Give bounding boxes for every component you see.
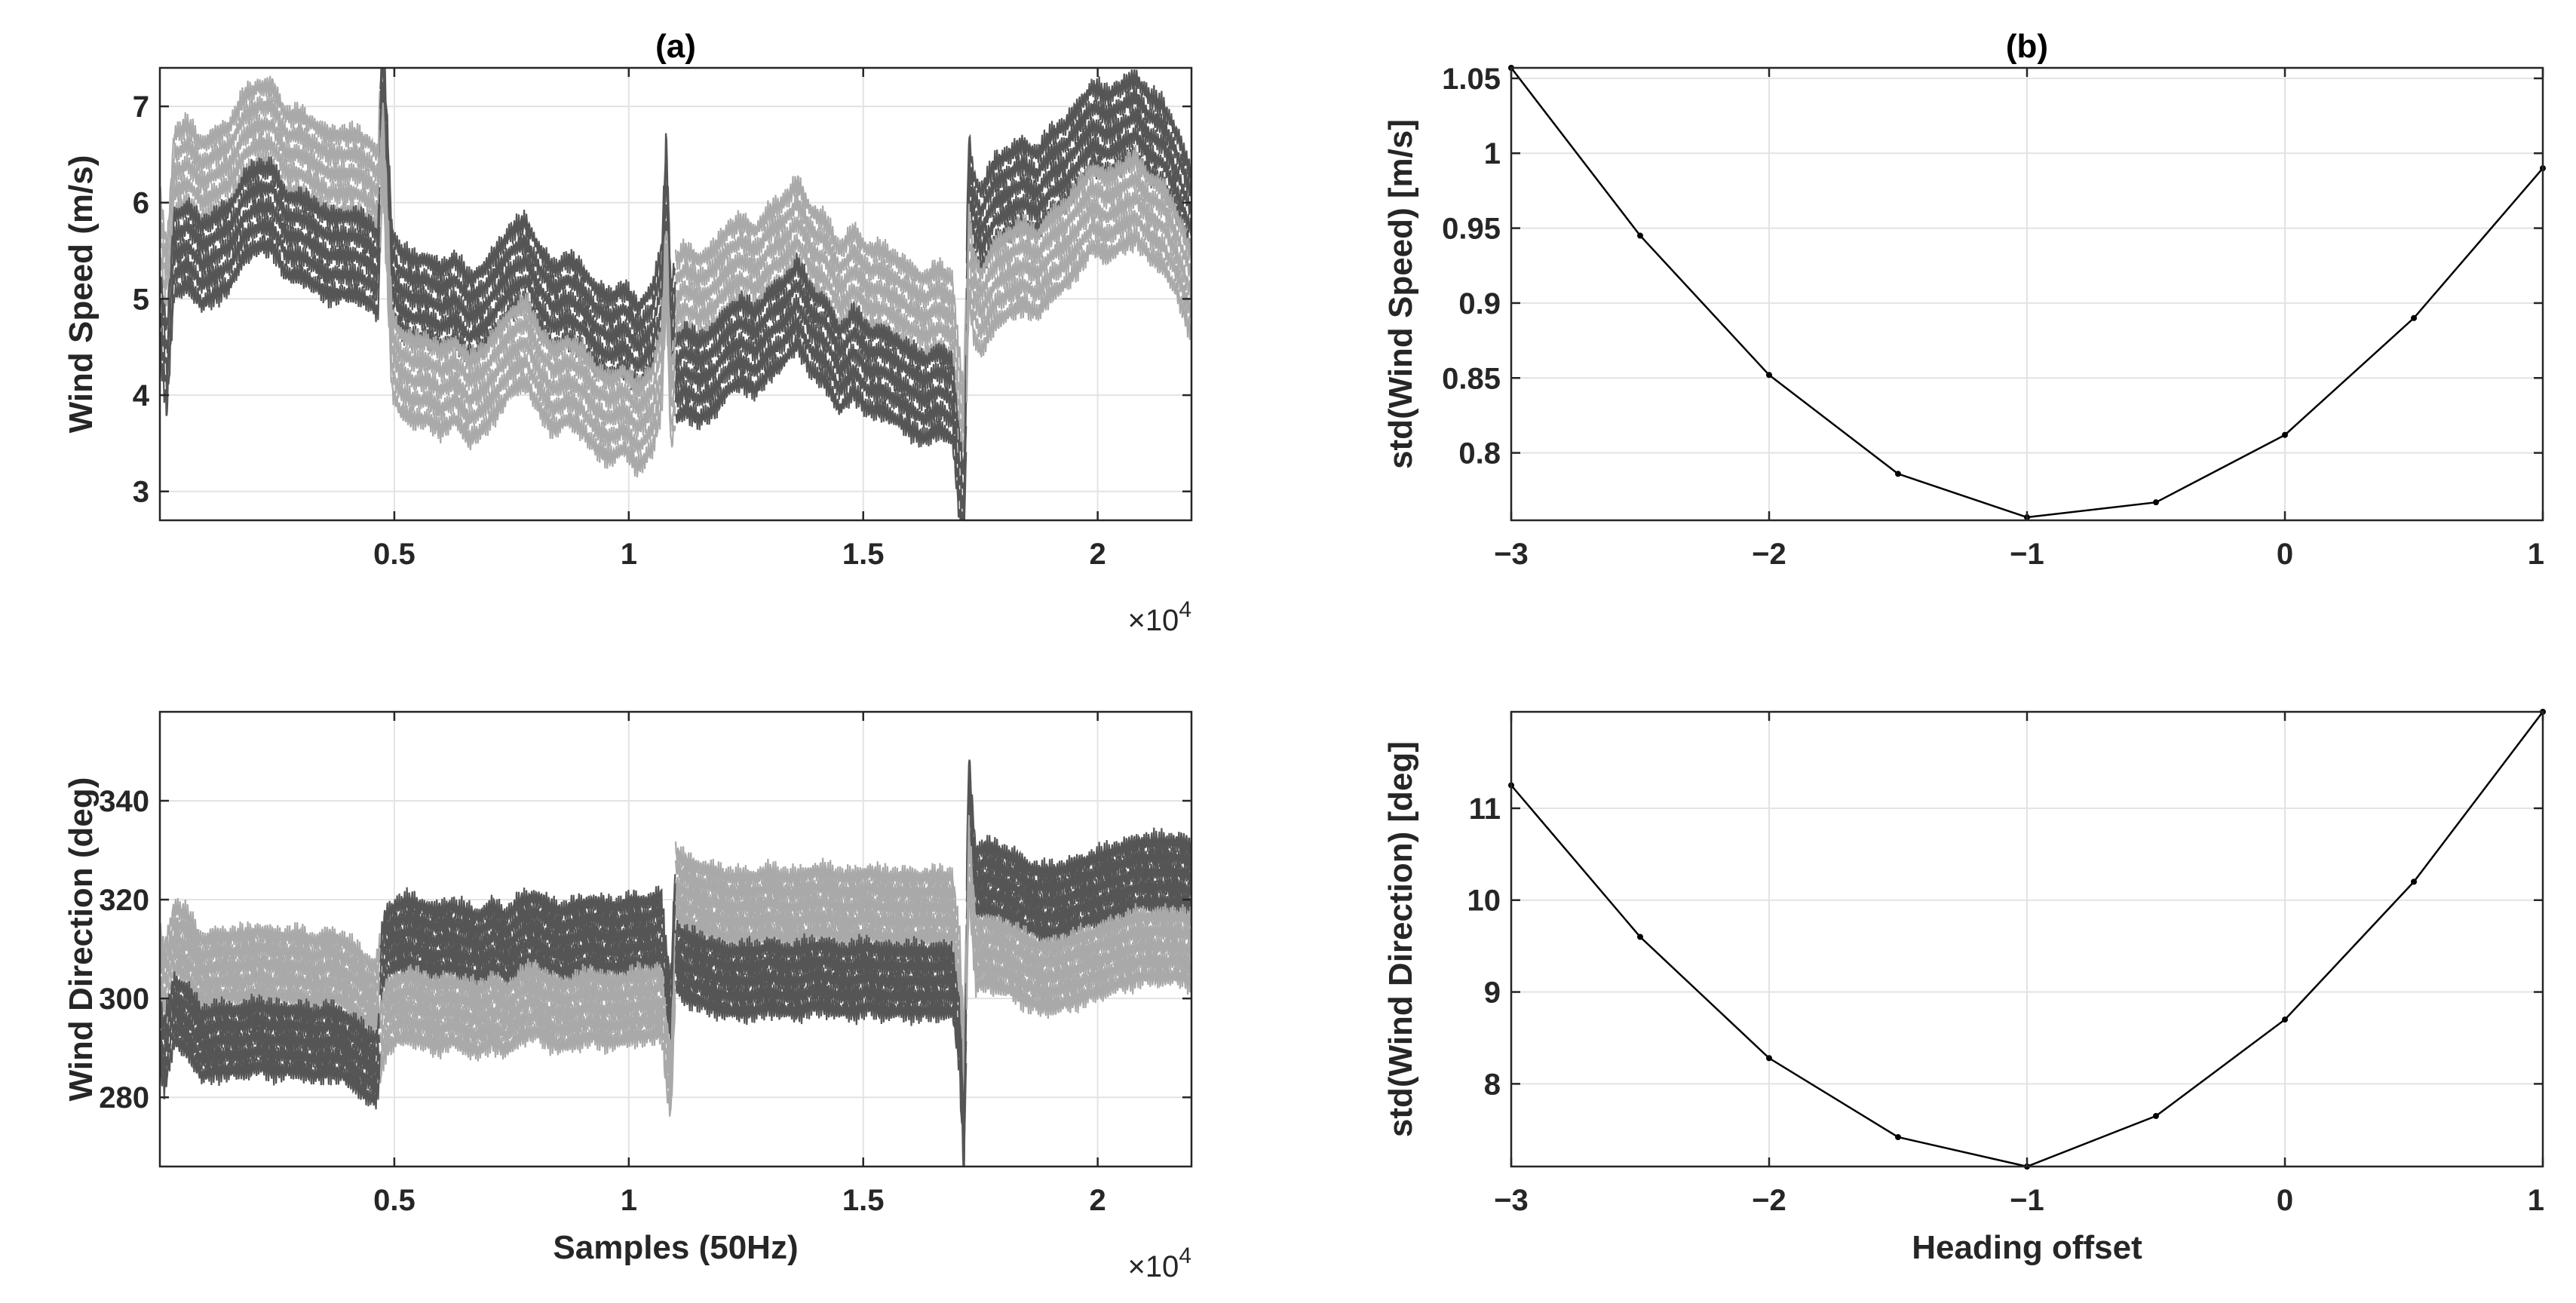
data-point: [2153, 499, 2159, 506]
data-point: [2282, 431, 2288, 438]
x-tick-label: 2: [1090, 538, 1106, 571]
y-axis-label: std(Wind Speed) [m/s]: [1382, 119, 1419, 469]
y-tick-label: 0.8: [1458, 437, 1501, 471]
data-point: [2411, 314, 2417, 321]
x-tick-label: 1.5: [842, 538, 885, 571]
x-tick-label: 2: [1090, 1184, 1106, 1217]
x-axis-label: Samples (50Hz): [553, 1229, 798, 1266]
x-axis-label: Heading offset: [1912, 1229, 2142, 1266]
x-tick-label: 1: [2528, 1184, 2544, 1217]
x-tick-label: 0: [2277, 1184, 2293, 1217]
x-tick-label: −1: [2010, 538, 2044, 571]
y-tick-label: 340: [99, 785, 149, 818]
x-tick-label: 1: [621, 538, 637, 571]
series-upper-dark-segment: [379, 68, 1191, 318]
y-tick-label: 9: [1484, 976, 1501, 1010]
y-axis-label: Wind Direction (deg): [63, 777, 100, 1102]
series-lower-light-segment: [379, 814, 1191, 1058]
data-point: [2282, 1016, 2288, 1023]
series-lower-dark-segment: [160, 192, 968, 515]
y-tick-label: 11: [1469, 793, 1501, 826]
y-tick-label: 0.95: [1442, 213, 1501, 246]
series-lower-light-segment: [379, 121, 1191, 418]
series-upper-light-segment: [160, 112, 968, 434]
x-exponent-base: ×10: [1127, 1250, 1179, 1283]
x-tick-label: −3: [1494, 538, 1529, 571]
data-layer: [1511, 712, 2543, 1167]
series-lower-light-segment: [379, 181, 1191, 478]
y-tick-label: 5: [133, 283, 149, 316]
x-exponent-power: 4: [1179, 1243, 1191, 1268]
chart-title: (a): [655, 28, 696, 65]
data-point: [1766, 372, 1772, 379]
y-tick-label: 0.85: [1442, 362, 1501, 395]
series-upper-dark-segment: [379, 68, 1191, 357]
y-tick-label: 4: [133, 379, 150, 412]
series-lower-dark-segment: [160, 215, 968, 520]
series-lower-dark-segment: [160, 231, 968, 520]
data-layer: [160, 759, 1191, 1167]
data-point: [1766, 1055, 1772, 1062]
y-tick-label: 0.9: [1458, 287, 1501, 320]
series-upper-dark-segment: [379, 774, 1191, 1016]
series-lower-dark-segment: [160, 958, 968, 1167]
series-lower-dark-segment: [160, 980, 968, 1167]
chart-title: (b): [2006, 28, 2048, 65]
x-exponent-base: ×10: [1127, 604, 1179, 637]
y-tick-label: 8: [1484, 1068, 1501, 1101]
y-tick-label: 3: [133, 476, 149, 509]
series-upper-light-segment: [160, 75, 968, 403]
x-tick-label: −1: [2010, 1184, 2044, 1217]
series-upper-dark-segment: [379, 68, 1191, 338]
y-axis-label: Wind Speed (m/s): [63, 155, 100, 434]
chart-b-bottom: −3 −2 −1 0 1 8 9 10 11 Heading offset std(Wind Dir…: [1382, 709, 2546, 1266]
y-tick-label: 6: [133, 187, 149, 220]
x-tick-label: 1.5: [842, 1184, 885, 1217]
y-tick-label: 300: [99, 983, 149, 1016]
chart-a-bottom: 0.5 1 1.5 2 280 300 320 340 ×104 Samples (50Hz) Wi…: [63, 710, 1193, 1283]
data-point: [2411, 878, 2417, 885]
y-axis-label: std(Wind Direction) [deg]: [1382, 741, 1419, 1137]
axes-frame: [158, 710, 1193, 1168]
x-tick-label: 1: [621, 1184, 637, 1217]
x-tick-label: −3: [1494, 1184, 1529, 1217]
data-point: [2153, 1113, 2159, 1119]
data-point: [1637, 232, 1643, 239]
series-upper-dark-segment: [379, 789, 1191, 1035]
x-tick-label: 0.5: [373, 1184, 416, 1217]
data-layer: [160, 68, 1191, 520]
series-upper-light-segment: [160, 130, 968, 452]
y-tick-label: 10: [1467, 885, 1501, 918]
data-point: [1637, 934, 1643, 940]
y-tick-label: 1.05: [1442, 63, 1501, 96]
series-upper-light-segment: [160, 93, 968, 420]
series-lower-light-segment: [379, 151, 1191, 455]
series-lower-light-segment: [379, 889, 1191, 1117]
series-line: [1511, 712, 2543, 1167]
y-tick-label: 7: [133, 90, 149, 124]
data-point: [1895, 471, 1901, 477]
x-exponent-power: 4: [1179, 597, 1191, 622]
x-tick-label: 1: [2528, 538, 2544, 571]
chart-b-top: −3 −2 −1 0 1 0.8 0.85 0.9 0.95 1 1.05 (b) std(Wind S…: [1382, 28, 2546, 571]
x-tick-label: 0.5: [373, 538, 416, 571]
data-point: [1895, 1134, 1901, 1141]
series-lower-dark-segment: [160, 176, 968, 496]
x-exponent-label: ×104: [1127, 1243, 1191, 1283]
y-tick-label: 280: [99, 1081, 149, 1114]
x-tick-label: 0: [2277, 538, 2293, 571]
x-tick-label: −2: [1752, 1184, 1786, 1217]
x-exponent-label: ×104: [1127, 597, 1191, 637]
y-tick-label: 1: [1484, 137, 1501, 170]
series-upper-dark-segment: [379, 81, 1191, 373]
x-tick-label: −2: [1752, 538, 1786, 571]
series-lower-light-segment: [379, 103, 1191, 401]
y-tick-label: 320: [99, 884, 149, 917]
axes-frame: [158, 66, 1193, 522]
